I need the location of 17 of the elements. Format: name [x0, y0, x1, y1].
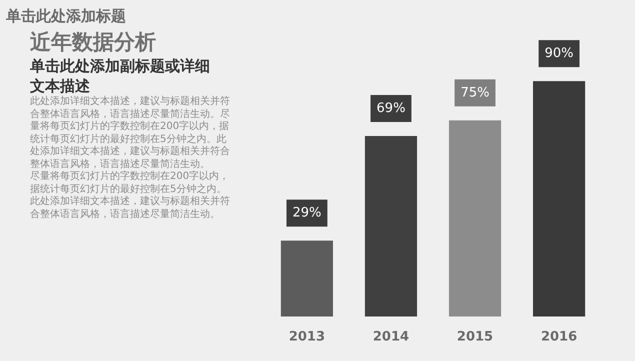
x-tick-label: 2013 [288, 330, 326, 344]
data-label: 29% [292, 206, 322, 221]
x-tick-label: 2015 [456, 330, 494, 344]
text: 尽量将每页幻灯片的字数控制在200字以内，据统计每页幻灯片的最好控制在5分钟之内。此处添加详细文本描述，建议与标题相关并符合整体语言风格，语言描述尽量简洁生动。 [30, 171, 231, 222]
text: 单击此处添加副标题或详细文本描述 [30, 57, 211, 96]
x-tick-label: 2016 [540, 330, 578, 344]
bar [533, 81, 586, 316]
bar [364, 136, 418, 316]
text: 近年数据分析 [30, 29, 156, 56]
bar [448, 120, 502, 316]
data-label: 69% [376, 101, 406, 116]
x-tick-label: 2014 [372, 330, 410, 344]
data-label: 90% [544, 46, 574, 62]
text: 此处添加详细文本描述，建议与标题相关并符合整体语言风格，语言描述尽量简洁生动。尽量将每页幻灯片的字数控制在200字以内，据统计每页幻灯片的最好控制在5分钟之内。此处添加详细文本描述，建议与标题相关并符合整体语言风格，语言描述尽量简洁生动。 [30, 96, 231, 170]
text: 单击此处添加标题 [6, 6, 126, 27]
data-label: 75% [460, 85, 490, 100]
bar [280, 240, 333, 316]
